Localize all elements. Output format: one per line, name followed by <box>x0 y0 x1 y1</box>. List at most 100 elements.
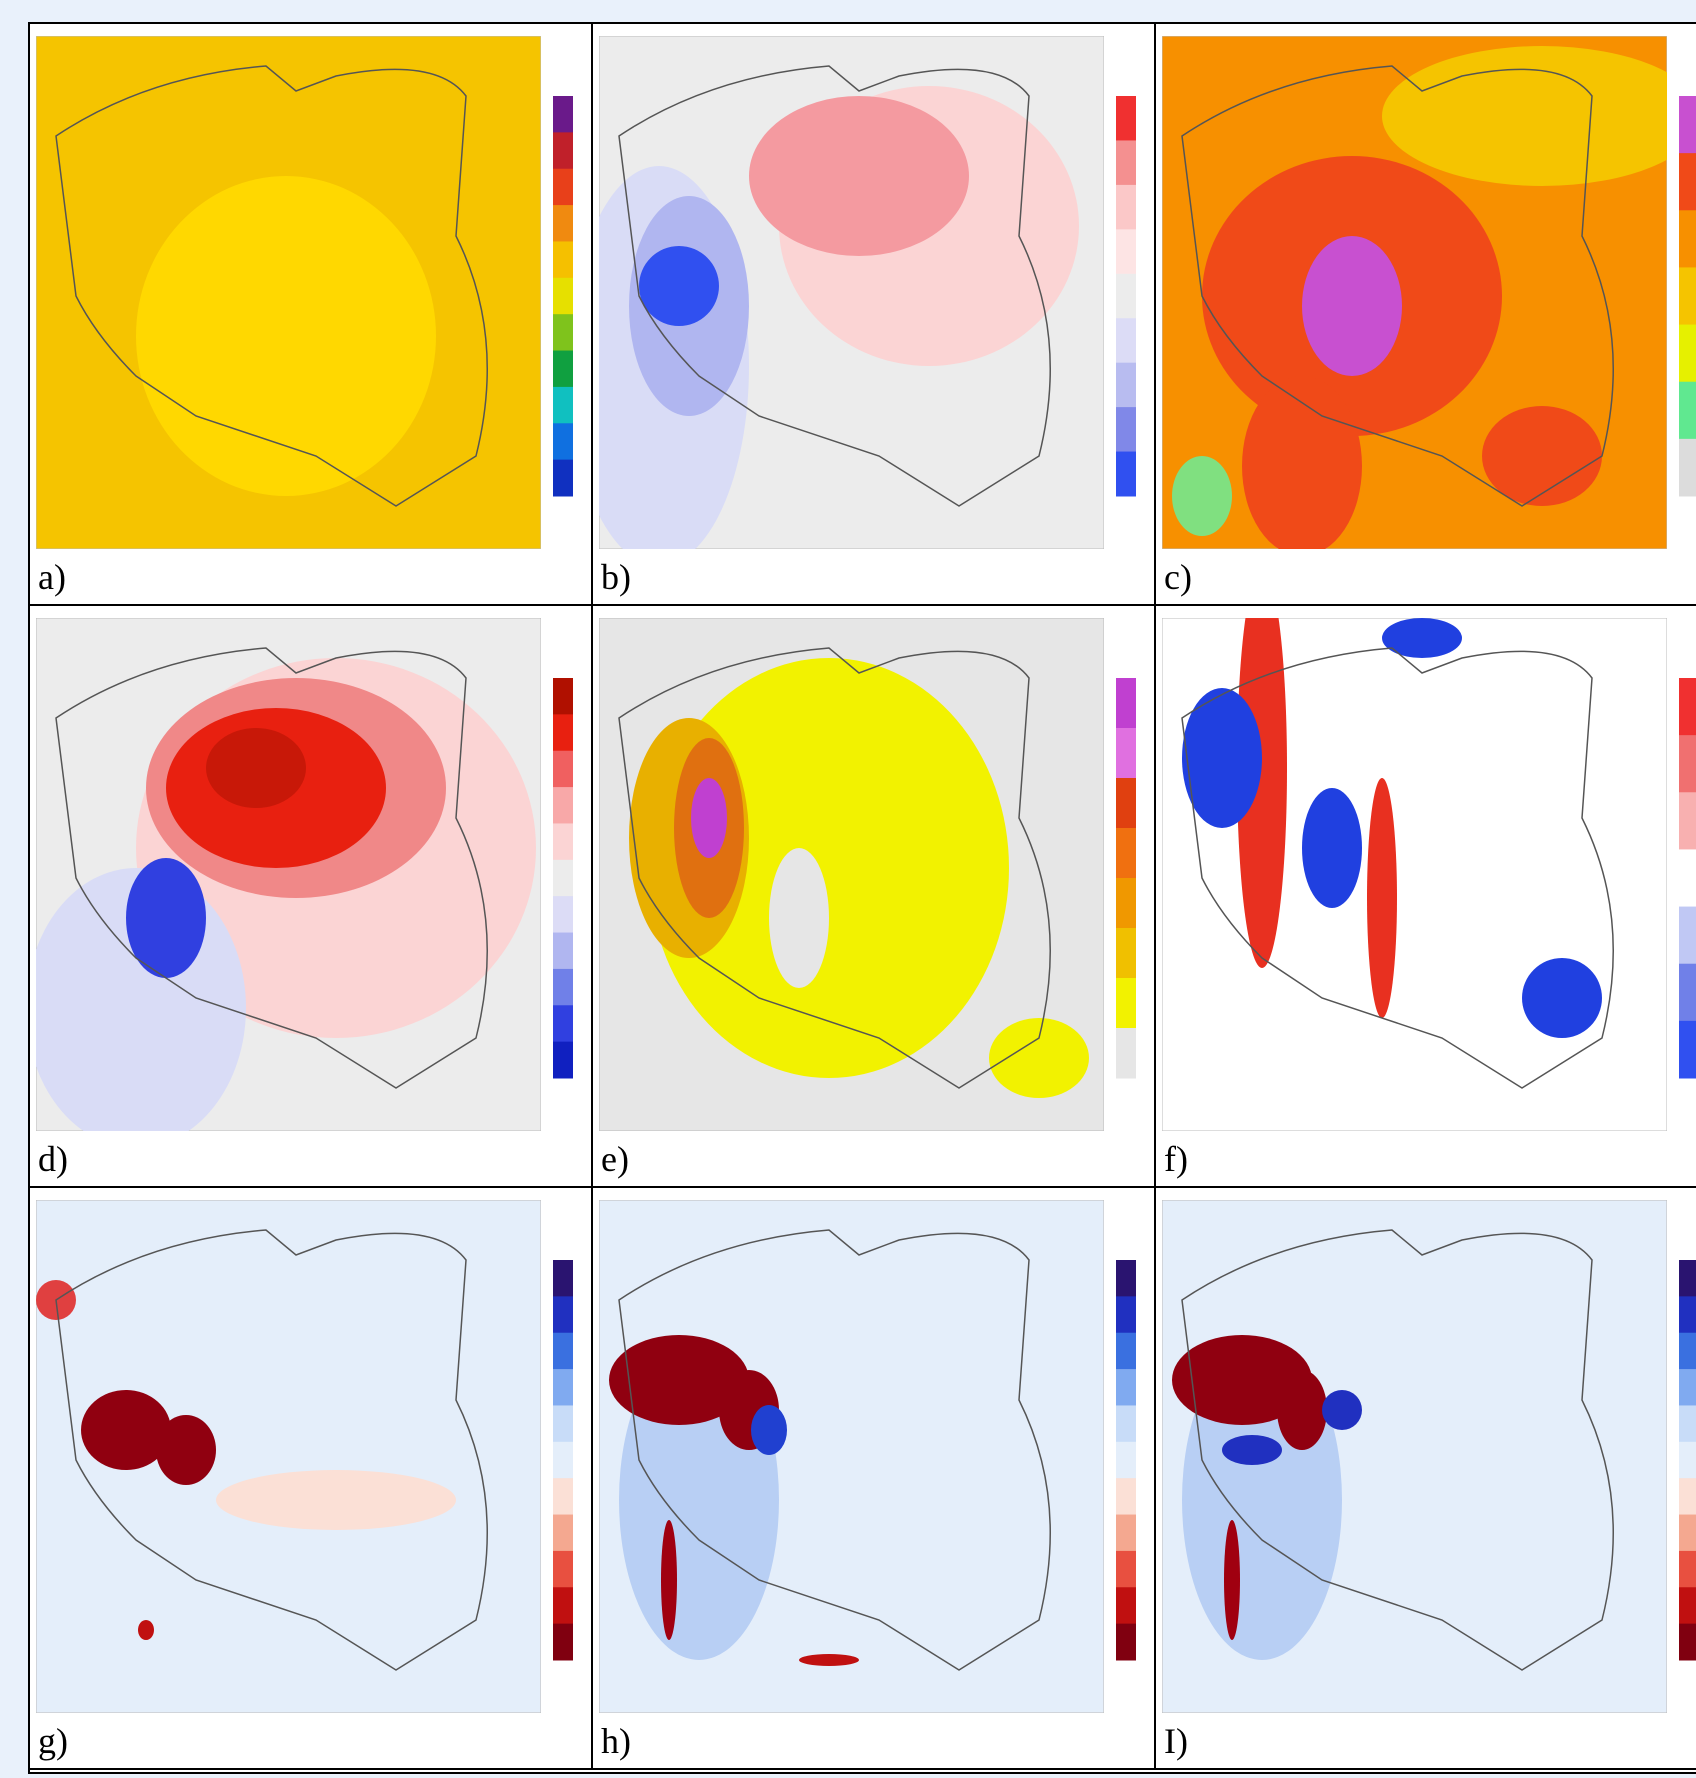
map-image <box>599 618 1136 1131</box>
panel-label: h) <box>601 1721 631 1761</box>
colorbar-segment <box>553 714 573 752</box>
colorbar-segment <box>1679 735 1696 793</box>
panel-label: d) <box>38 1139 68 1179</box>
colorbar-segment <box>553 1005 573 1043</box>
map-image <box>1162 618 1696 1131</box>
colorbar-segment <box>1679 1020 1696 1079</box>
colorbar-segment <box>553 1478 573 1516</box>
colorbar-segment <box>1116 778 1136 829</box>
map <box>36 618 541 1131</box>
colorbar-segment <box>1679 267 1696 326</box>
panel-label: c) <box>1164 557 1192 597</box>
colorbar-segment <box>553 423 573 461</box>
colorbar-segment <box>1116 878 1136 929</box>
colorbar-segment <box>553 787 573 824</box>
map-field <box>661 1520 677 1640</box>
panel-cell: h) <box>593 1188 1156 1770</box>
colorbar-segment <box>1116 1514 1136 1552</box>
colorbar-segment <box>553 168 573 206</box>
map-image <box>36 1200 573 1713</box>
panel-label: g) <box>38 1721 68 1761</box>
colorbar-segment <box>1116 451 1136 497</box>
map <box>36 36 541 549</box>
map-field <box>136 176 436 496</box>
map <box>1162 1200 1667 1713</box>
map-field <box>138 1620 154 1640</box>
colorbar-segment <box>1116 728 1136 779</box>
colorbar-segment <box>1116 96 1136 141</box>
map-field <box>1277 1370 1327 1450</box>
colorbar-segment <box>1679 1332 1696 1370</box>
colorbar-segment <box>1679 1478 1696 1516</box>
map <box>36 1200 541 1713</box>
border-outline <box>618 1229 1051 1671</box>
colorbar-segment <box>553 314 573 352</box>
border-outline <box>1181 65 1614 507</box>
colorbar-segment <box>553 1587 573 1625</box>
colorbar-segment <box>553 1041 573 1079</box>
map-image <box>599 36 1136 549</box>
panel-label: e) <box>601 1139 629 1179</box>
map-field <box>1172 456 1232 536</box>
colorbar-segment <box>553 750 573 788</box>
colorbar-segment <box>1116 407 1136 453</box>
map-field <box>156 1415 216 1485</box>
colorbar-segment <box>1679 1587 1696 1625</box>
colorbar-segment <box>1116 828 1136 879</box>
map-field <box>769 848 829 988</box>
map-field <box>126 858 206 978</box>
map-field <box>649 658 1009 1078</box>
colorbar-segment <box>1679 678 1696 736</box>
colorbar-segment <box>553 1332 573 1370</box>
colorbar-segment <box>1116 1332 1136 1370</box>
map <box>1162 618 1667 1131</box>
map-field <box>989 1018 1089 1098</box>
colorbar-segment <box>1116 1369 1136 1406</box>
map-field <box>216 1470 456 1530</box>
border-outline <box>55 647 488 1089</box>
colorbar-segment <box>553 1514 573 1552</box>
colorbar-segment <box>1679 210 1696 268</box>
panel-label: a) <box>38 557 66 597</box>
map-field <box>1302 236 1402 376</box>
panel-cell: b) <box>593 24 1156 606</box>
panel-cell: a) <box>30 24 593 606</box>
colorbar-segment <box>553 896 573 934</box>
map-field <box>206 728 306 808</box>
colorbar-segment <box>553 1405 573 1443</box>
map-image <box>36 618 573 1131</box>
colorbar-segment <box>553 459 573 497</box>
map-field <box>1237 618 1287 968</box>
colorbar-segment <box>553 96 573 133</box>
border-outline <box>1181 1229 1614 1671</box>
panel-label: b) <box>601 557 631 597</box>
colorbar-segment <box>553 1296 573 1334</box>
map-image <box>36 36 573 549</box>
map-field <box>609 1335 749 1425</box>
colorbar-segment <box>553 205 573 242</box>
colorbar-segment <box>1679 1405 1696 1443</box>
colorbar-segment <box>1116 1028 1136 1079</box>
colorbar-segment <box>553 823 573 861</box>
colorbar-segment <box>553 350 573 388</box>
map <box>599 618 1104 1131</box>
map-field <box>1172 1335 1312 1425</box>
map-field <box>749 96 969 256</box>
colorbar-segment <box>1116 273 1136 319</box>
colorbar-segment <box>1679 324 1696 383</box>
colorbar-segment <box>1679 1514 1696 1552</box>
colorbar-segment <box>1116 184 1136 230</box>
colorbar-segment <box>1679 1369 1696 1406</box>
colorbar-segment <box>1679 792 1696 850</box>
border-outline <box>618 65 1051 507</box>
panel-label: f) <box>1164 1139 1188 1179</box>
panel-cell: f) <box>1156 606 1696 1188</box>
colorbar-segment <box>553 932 573 970</box>
colorbar-segment <box>1116 1405 1136 1443</box>
map-field <box>1222 1435 1282 1465</box>
map-image <box>1162 36 1696 549</box>
map <box>599 1200 1104 1713</box>
panel-cell: d) <box>30 606 593 1188</box>
colorbar-segment <box>1116 1550 1136 1588</box>
map-field <box>1522 958 1602 1038</box>
